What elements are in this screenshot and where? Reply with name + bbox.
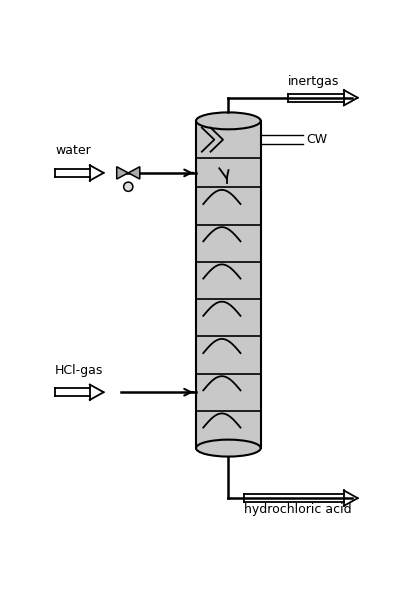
Ellipse shape <box>196 112 260 129</box>
Text: inertgas: inertgas <box>287 75 338 88</box>
Ellipse shape <box>124 182 133 191</box>
Polygon shape <box>128 167 140 179</box>
Text: CW: CW <box>306 133 326 146</box>
Ellipse shape <box>196 440 260 457</box>
Text: HCl-gas: HCl-gas <box>55 364 103 377</box>
Text: water: water <box>55 145 91 158</box>
Polygon shape <box>116 167 128 179</box>
Text: hydrochloric acid: hydrochloric acid <box>243 503 350 516</box>
Bar <box>196 121 260 448</box>
